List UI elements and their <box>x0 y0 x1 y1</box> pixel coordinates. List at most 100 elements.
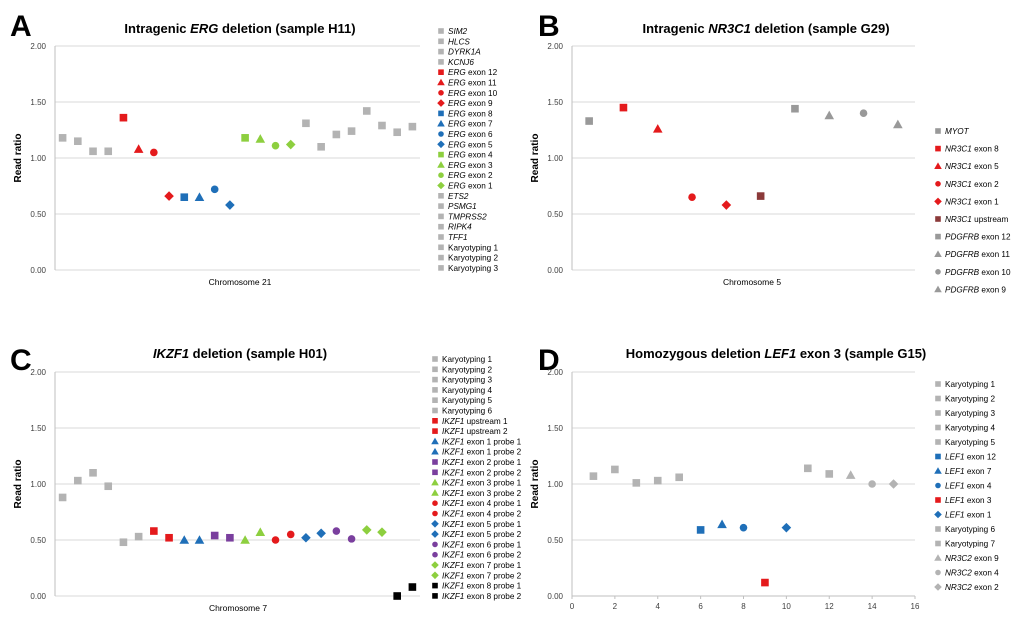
legend-label: TFF1 <box>448 233 468 242</box>
legend-label: IKZF1 exon 6 probe 1 <box>442 540 522 549</box>
data-point <box>133 144 144 153</box>
data-point <box>825 470 834 478</box>
legend-label: ERG exon 10 <box>448 89 498 98</box>
data-point <box>332 527 341 535</box>
legend-marker <box>438 38 444 45</box>
legend-label: Karyotyping 1 <box>442 355 493 364</box>
legend-label: Karyotyping 1 <box>945 380 996 389</box>
data-point <box>362 107 371 115</box>
data-point <box>255 527 266 536</box>
y-axis-label: Read ratio <box>530 460 541 509</box>
legend-label: IKZF1 exon 5 probe 2 <box>442 530 522 539</box>
x-tick-label: 12 <box>825 602 834 611</box>
panel-letter: B <box>538 10 560 43</box>
legend-marker <box>431 571 439 580</box>
data-point <box>150 148 158 157</box>
data-point <box>316 528 326 539</box>
y-tick-label: 0.50 <box>30 210 46 219</box>
data-point <box>717 519 727 529</box>
x-tick-label: 16 <box>911 602 920 611</box>
panel-d: D Homozygous deletion LEF1 exon 3 (sample… <box>530 344 999 611</box>
legend-marker <box>934 554 942 561</box>
legend-label: ERG exon 2 <box>448 171 493 180</box>
data-point <box>868 480 876 488</box>
legend-label: IKZF1 exon 3 probe 2 <box>442 489 522 498</box>
data-point <box>361 525 372 535</box>
legend-label: SIM2 <box>448 27 468 36</box>
legend-marker <box>935 381 941 387</box>
data-point <box>721 200 732 210</box>
legend-marker <box>438 213 444 220</box>
data-point <box>119 538 128 547</box>
data-point <box>378 121 386 130</box>
legend-marker <box>431 489 439 496</box>
y-tick-label: 1.00 <box>547 480 563 489</box>
x-axis-label: Chromosome 7 <box>209 603 267 613</box>
data-point <box>332 130 341 139</box>
legend-marker <box>432 376 438 383</box>
data-point <box>393 592 401 600</box>
legend-marker <box>432 582 438 589</box>
legend-marker <box>432 593 438 599</box>
legend-label: MYOT <box>945 127 970 136</box>
data-point <box>255 134 266 143</box>
y-tick-label: 2.00 <box>547 368 563 377</box>
y-axis-label: Read ratio <box>13 134 24 183</box>
data-point <box>347 127 356 135</box>
legend-marker <box>437 99 445 107</box>
y-axis-label: Read ratio <box>530 134 541 183</box>
data-point <box>119 113 128 122</box>
legend-marker <box>431 530 439 538</box>
data-point <box>241 134 249 142</box>
legend-label: Karyotyping 6 <box>442 407 493 416</box>
legend-label: ERG exon 1 <box>448 182 493 191</box>
legend-marker <box>438 151 444 158</box>
legend-marker <box>432 469 438 476</box>
data-point <box>696 526 705 534</box>
y-tick-label: 2.00 <box>30 42 46 51</box>
x-tick-label: 14 <box>868 602 877 611</box>
legend-label: Karyotyping 7 <box>945 540 996 549</box>
legend-marker <box>438 265 444 271</box>
data-point <box>226 533 234 542</box>
legend-label: IKZF1 exon 8 probe 1 <box>442 582 522 591</box>
legend-marker <box>935 540 941 547</box>
legend-label: LEF1 exon 3 <box>945 496 992 505</box>
data-point <box>89 469 97 477</box>
legend-marker <box>438 131 444 137</box>
legend-label: ERG exon 4 <box>448 151 493 160</box>
y-tick-label: 1.00 <box>30 154 46 163</box>
data-point <box>619 103 628 112</box>
legend-label: Karyotyping 3 <box>945 409 996 418</box>
data-point <box>675 473 683 482</box>
legend-marker <box>432 418 438 424</box>
x-tick-label: 8 <box>741 602 746 611</box>
legend-marker <box>432 551 438 558</box>
legend-label: IKZF1 upstream 2 <box>442 427 508 436</box>
data-point <box>393 128 401 137</box>
y-tick-label: 0.50 <box>547 210 563 219</box>
legend-marker <box>431 561 439 569</box>
legend-label: ERG exon 8 <box>448 109 493 118</box>
legend-marker <box>438 223 444 230</box>
data-point <box>165 533 173 542</box>
y-tick-label: 0.00 <box>547 592 563 601</box>
legend-marker <box>935 410 941 416</box>
legend-marker <box>431 520 439 528</box>
data-point <box>611 465 619 474</box>
legend-marker <box>438 69 444 75</box>
x-axis-label: Chromosome 5 <box>723 277 781 287</box>
legend-label: NR3C2 exon 4 <box>945 569 999 578</box>
legend-marker <box>431 437 439 445</box>
legend-label: LEF1 exon 7 <box>945 467 992 476</box>
data-point <box>271 141 280 150</box>
data-point <box>58 493 67 502</box>
legend-label: Karyotyping 5 <box>945 438 996 447</box>
data-point <box>347 535 356 543</box>
legend-marker <box>437 140 445 149</box>
legend-label: ERG exon 5 <box>448 140 493 149</box>
data-point <box>756 192 765 200</box>
data-point <box>150 527 158 535</box>
data-point <box>134 532 143 541</box>
